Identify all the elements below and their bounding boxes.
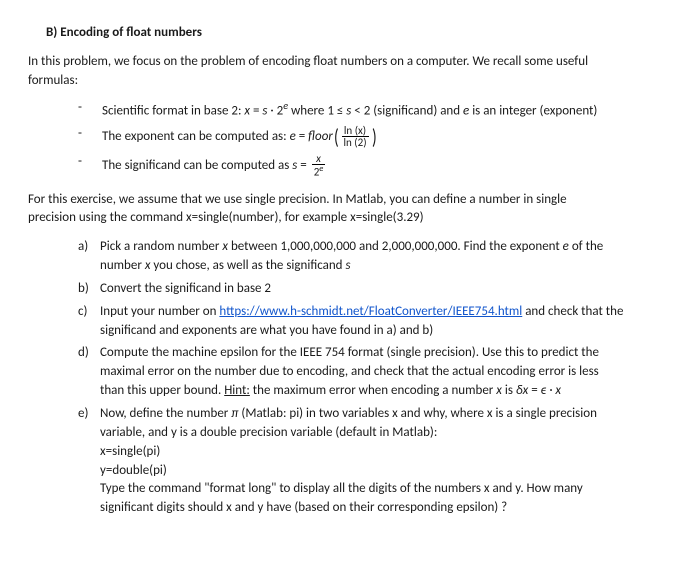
section-heading: B) Encoding of float numbers <box>28 24 672 43</box>
paren-left: ( <box>334 127 339 147</box>
item-c-content: Input your number on https://www.h-schmi… <box>100 303 672 341</box>
item-b-content: Convert the significand in base 2 <box>100 280 672 299</box>
floor-fn: floor <box>308 129 333 144</box>
text: the maximum error when encoding a number <box>250 383 496 398</box>
mid-line-2: precision using the command x=single(num… <box>28 210 424 225</box>
text: = <box>250 103 262 118</box>
text: significant digits should x and y have (… <box>100 500 507 515</box>
text: = <box>528 383 540 398</box>
text: is <box>502 383 516 398</box>
code-line: x=single(pi) <box>100 444 160 459</box>
item-a: a) Pick a random number x between 1,000,… <box>28 238 672 276</box>
code-line: y=double(pi) <box>100 463 167 478</box>
bullet-dash: - <box>78 153 102 179</box>
intro-line-2: formulas: <box>28 73 78 88</box>
text: variable, and y is a double precision va… <box>100 425 437 440</box>
text: of the <box>569 239 603 254</box>
text: Compute the machine epsilon for the IEEE… <box>100 345 599 360</box>
text: Type the command "format long" to displa… <box>100 481 583 496</box>
hint-label: Hint: <box>224 383 250 398</box>
text: The significand can be computed as <box>102 158 292 173</box>
denominator: ln (2) <box>342 137 369 149</box>
bullet-3: - The significand can be computed as s =… <box>28 153 672 179</box>
text: is an integer (exponent) <box>469 103 597 118</box>
bullet-1-content: Scientific format in base 2: x = s · 2e … <box>102 99 672 121</box>
var-s: s <box>345 258 350 273</box>
item-c: c) Input your number on https://www.h-sc… <box>28 303 672 341</box>
denominator: 2e <box>312 165 326 178</box>
text: significand and exponents are what you h… <box>100 323 433 338</box>
label-b: b) <box>78 280 100 299</box>
bullet-dash: - <box>78 125 102 149</box>
item-b: b) Convert the significand in base 2 <box>28 280 672 299</box>
converter-link[interactable]: https://www.h-schmidt.net/FloatConverter… <box>219 304 522 319</box>
intro-paragraph: In this problem, we focus on the problem… <box>28 53 672 91</box>
text: where 1 ≤ <box>288 103 346 118</box>
label-c: c) <box>78 303 100 341</box>
fraction: x2e <box>312 153 326 179</box>
bullet-1: - Scientific format in base 2: x = s · 2… <box>28 99 672 121</box>
exercise-list: a) Pick a random number x between 1,000,… <box>28 238 672 518</box>
text: than this upper bound. <box>100 383 224 398</box>
intro-line-1: In this problem, we focus on the problem… <box>28 54 588 69</box>
item-d: d) Compute the machine epsilon for the I… <box>28 344 672 401</box>
text: · 2 <box>267 103 283 118</box>
text: The exponent can be computed as: <box>102 129 290 144</box>
var-dx: δx <box>516 383 528 398</box>
bullet-2-content: The exponent can be computed as: e = flo… <box>102 125 672 149</box>
bullet-3-content: The significand can be computed as s = x… <box>102 153 672 179</box>
text: number <box>100 258 145 273</box>
var-eps-x: ϵ · x <box>541 383 561 398</box>
item-a-content: Pick a random number x between 1,000,000… <box>100 238 672 276</box>
text: and check that the <box>522 304 623 319</box>
mid-paragraph: For this exercise, we assume that we use… <box>28 191 672 229</box>
label-a: a) <box>78 238 100 276</box>
text: Input your number on <box>100 304 219 319</box>
paren-right: ) <box>372 127 377 147</box>
item-e: e) Now, define the number π (Matlab: pi)… <box>28 405 672 518</box>
text: Now, define the number <box>100 406 231 421</box>
formula-bullet-list: - Scientific format in base 2: x = s · 2… <box>28 99 672 179</box>
text: (Matlab: pi) in two variables x and why,… <box>238 406 596 421</box>
exp: e <box>319 164 323 174</box>
text: = <box>296 129 308 144</box>
label-e: e) <box>78 405 100 518</box>
text: Scientific format in base 2: <box>102 103 244 118</box>
text: maximal error on the number due to encod… <box>100 364 599 379</box>
text: < 2 (significand) and <box>351 103 463 118</box>
text: you chose, as well as the significand <box>150 258 345 273</box>
item-d-content: Compute the machine epsilon for the IEEE… <box>100 344 672 401</box>
item-e-content: Now, define the number π (Matlab: pi) in… <box>100 405 672 518</box>
mid-line-1: For this exercise, we assume that we use… <box>28 192 567 207</box>
label-d: d) <box>78 344 100 401</box>
bullet-dash: - <box>78 99 102 121</box>
text: between 1,000,000,000 and 2,000,000,000.… <box>228 239 563 254</box>
bullet-2: - The exponent can be computed as: e = f… <box>28 125 672 149</box>
text: Pick a random number <box>100 239 222 254</box>
fraction: ln (x)ln (2) <box>342 125 369 149</box>
text: = <box>297 158 309 173</box>
